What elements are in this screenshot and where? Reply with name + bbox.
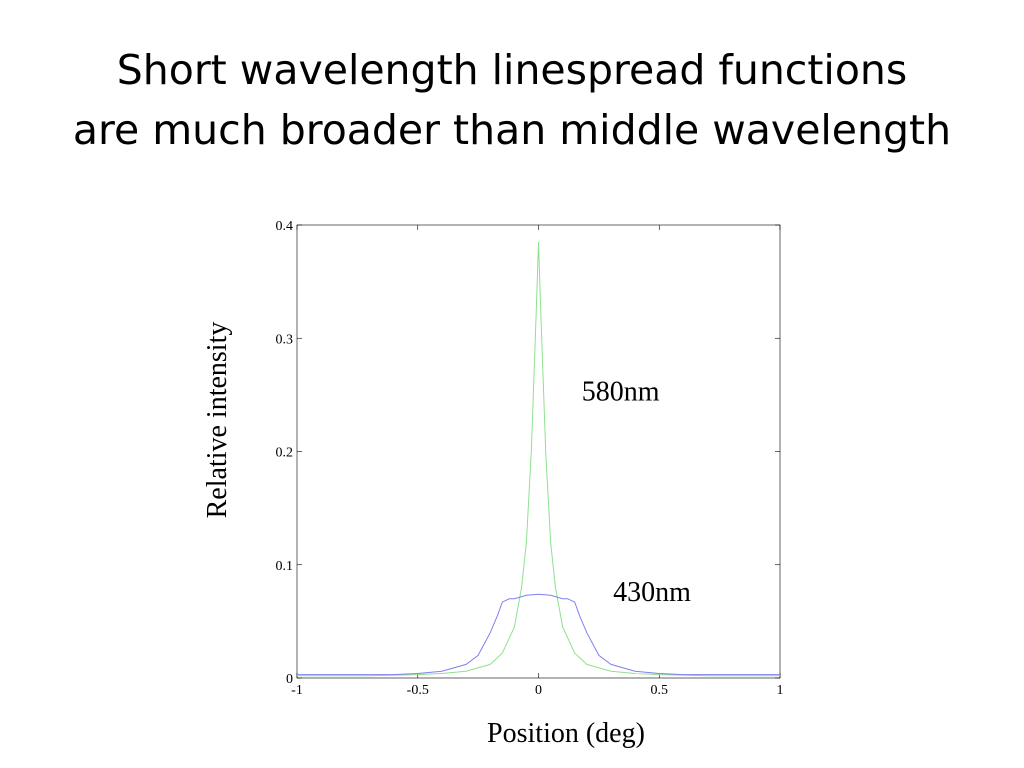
y-tick-label: 0.4 xyxy=(276,219,294,234)
x-tick-label: -1 xyxy=(291,683,303,698)
plot-frame xyxy=(296,224,781,679)
x-tick-label: -0.5 xyxy=(407,683,429,698)
y-tick-label: 0.2 xyxy=(276,446,294,461)
y-tick-label: 0.3 xyxy=(276,332,294,347)
slide-title: Short wavelength linespread functions ar… xyxy=(0,40,1024,160)
x-tick-label: 0.5 xyxy=(651,683,669,698)
x-axis-label: Position (deg) xyxy=(487,718,645,749)
slide-title-line-2: are much broader than middle wavelength xyxy=(72,106,952,154)
annotations: 580nm 430nm xyxy=(582,377,691,608)
slide-title-line-1: Short wavelength linespread functions xyxy=(116,46,908,94)
series-annotation-580nm: 580nm xyxy=(582,377,660,408)
y-tick-label: 0.1 xyxy=(276,559,294,574)
y-tick-label: 0 xyxy=(286,672,293,687)
axis-ticks: -1 -0.5 0 0.5 1 0 0.1 0.2 0.3 0.4 xyxy=(276,219,784,698)
series-annotation-430nm: 430nm xyxy=(613,577,691,608)
series-layer xyxy=(297,241,780,677)
x-tick-label: 1 xyxy=(777,683,784,698)
series-line-430nm xyxy=(297,593,780,676)
y-axis-label: Relative intensity xyxy=(202,322,233,519)
x-tick-label: 0 xyxy=(535,683,542,698)
series-line-580nm xyxy=(297,241,780,677)
